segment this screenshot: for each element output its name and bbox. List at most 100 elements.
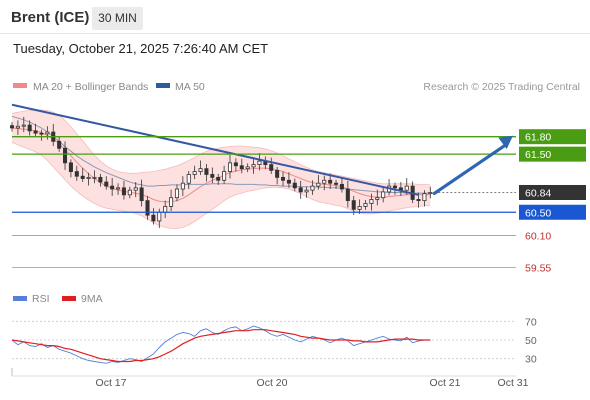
candle	[334, 179, 339, 189]
forecast-arrow	[432, 135, 513, 196]
candle	[339, 178, 344, 193]
main-legend: MA 20 + Bollinger Bands MA 50 Research ©…	[13, 81, 580, 93]
timestamp: Tuesday, October 21, 2025 7:26:40 AM CET	[13, 41, 269, 56]
candle	[322, 175, 327, 191]
rsi-gridline: 70	[12, 316, 537, 328]
level-label: 59.55	[525, 262, 551, 274]
rsi-ma-line	[11, 329, 431, 363]
candle	[110, 177, 115, 196]
x-tick-label: Oct 17	[96, 377, 127, 389]
candle	[104, 176, 109, 190]
instrument-title: Brent (ICE)	[11, 9, 90, 26]
bollinger-lower-line	[11, 142, 431, 229]
candle	[204, 164, 209, 182]
candle	[381, 187, 386, 203]
level-label: 60.50	[525, 207, 551, 219]
candle	[169, 189, 174, 212]
candle	[210, 167, 215, 184]
candle	[139, 179, 144, 207]
candle	[422, 190, 427, 207]
candle	[245, 163, 250, 173]
x-axis: Oct 17 Oct 20 Oct 21 Oct 31	[11, 368, 529, 389]
candle	[298, 180, 303, 199]
levels-group: 61.80 61.50 60.84 60.50 60.10 59.55	[12, 129, 586, 274]
candle	[227, 154, 233, 179]
candle	[369, 193, 374, 211]
candle	[281, 171, 286, 187]
legend-label-rsi: RSI	[32, 293, 50, 305]
legend-label-ma50: MA 50	[175, 81, 205, 93]
price-panel	[9, 103, 433, 229]
candle	[180, 176, 185, 196]
rsi-tick-label: 30	[525, 354, 537, 366]
legend-swatch-ma50	[156, 83, 170, 88]
candle	[222, 165, 227, 184]
x-tick-label: Oct 31	[498, 377, 529, 389]
candle	[33, 123, 38, 137]
level-label: 61.80	[525, 132, 551, 144]
candle	[68, 159, 73, 178]
candle	[145, 195, 150, 220]
rsi-panel: 70 50 30	[11, 316, 537, 366]
rsi-tick-label: 50	[525, 335, 537, 347]
rsi-gridline: 30	[12, 354, 537, 366]
candle	[416, 192, 421, 208]
candle	[357, 199, 362, 214]
candle	[239, 158, 244, 174]
candle	[186, 170, 191, 189]
candle	[345, 180, 350, 208]
candle	[57, 136, 62, 152]
candle	[27, 120, 32, 136]
candle	[80, 168, 85, 183]
interval-badge[interactable]: 30 MIN	[92, 7, 143, 30]
candle	[316, 175, 321, 190]
candle	[257, 152, 262, 171]
legend-label-rsi-ma: 9MA	[81, 293, 103, 305]
candle	[9, 122, 15, 132]
candle	[269, 157, 274, 174]
level-resistance: 61.50	[12, 146, 586, 162]
candle	[133, 182, 138, 198]
candle	[275, 166, 280, 185]
legend-swatch-rsi	[13, 296, 27, 301]
level-stop: 59.55	[12, 262, 551, 274]
rsi-gridline: 50	[12, 335, 537, 347]
candle	[251, 158, 256, 174]
legend-swatch-bollinger	[13, 83, 27, 88]
x-tick-label: Oct 21	[430, 377, 461, 389]
level-label: 60.84	[525, 187, 551, 199]
candle	[233, 158, 238, 172]
candle	[198, 160, 203, 176]
candle	[192, 165, 197, 180]
candle	[304, 186, 309, 198]
candle	[286, 172, 291, 188]
candle	[86, 172, 91, 186]
rsi-tick-label: 70	[525, 316, 537, 328]
level-last: 60.84	[430, 184, 586, 200]
level-label: 61.50	[525, 149, 551, 161]
candle	[216, 173, 221, 185]
candle	[116, 183, 121, 195]
candle	[375, 189, 380, 206]
candle	[151, 208, 156, 225]
header-bar: Brent (ICE) 30 MIN	[0, 0, 590, 34]
bollinger-upper-line	[11, 109, 431, 186]
candle	[310, 180, 315, 195]
legend-swatch-rsi-ma	[62, 296, 76, 301]
ma20-line	[11, 127, 431, 203]
trendline	[11, 103, 419, 196]
rsi-legend: RSI 9MA	[13, 293, 103, 305]
candle	[63, 141, 68, 170]
credit-text: Research © 2025 Trading Central	[423, 81, 580, 93]
ma50-line	[11, 115, 431, 194]
legend-label-bollinger: MA 20 + Bollinger Bands	[33, 81, 148, 93]
level-resistance: 61.80	[12, 129, 586, 145]
candle	[363, 200, 368, 210]
bollinger-band-fill	[12, 110, 431, 229]
candle	[292, 178, 297, 192]
candle	[45, 126, 50, 140]
rsi-line	[11, 325, 431, 364]
candle	[121, 180, 126, 200]
level-stop: 60.10	[12, 231, 551, 243]
